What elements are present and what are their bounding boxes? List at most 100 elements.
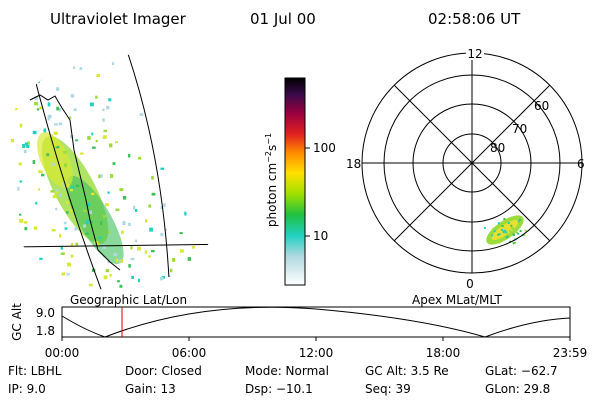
speckle [44,273,48,278]
colorbar-label: photon cm−2s−1 [264,133,279,227]
speckle [106,105,110,110]
polar-plot: 12 18 6 0 60 70 80 [346,46,585,291]
speckle [505,219,508,222]
speckle [160,232,164,237]
speckle [517,220,520,223]
speckle [119,188,124,192]
speckle [50,64,53,69]
speckle [63,150,67,154]
speckle [74,227,78,231]
speckle [122,195,127,200]
speckle [139,113,144,116]
x-tick-label: 06:00 [172,346,207,360]
speckle [79,67,83,70]
speckle [95,139,98,143]
speckle [501,228,504,231]
footer-field: Flt: LBHL [8,364,62,378]
speckle [130,257,135,261]
speckle [524,229,527,232]
speckle [45,66,48,69]
speckle [160,276,164,281]
footer-field: IP: 9.0 [8,382,46,396]
parallel [9,243,233,248]
speckle [32,160,36,164]
speckle [512,234,515,237]
speckle [33,226,38,230]
label-bg [466,46,484,60]
speckle [137,278,141,283]
speckle [144,250,148,254]
speckle [145,219,148,223]
footer-field: Gain: 13 [125,382,176,396]
speckle [519,229,522,232]
speckle [108,98,112,102]
speckle [63,163,68,168]
speckle [17,95,22,98]
speckle [497,233,500,236]
speckle [62,182,65,187]
speckle [88,283,93,287]
speckle [498,241,501,244]
speckle [109,143,113,148]
speckle [102,108,105,112]
speckle [56,277,60,281]
speckle [64,227,68,230]
caption: Apex MLat/MLT [412,293,502,307]
speckle [105,269,110,273]
speckle [514,241,517,244]
speckle [112,162,116,165]
speckle [80,152,84,155]
footer-field: Seq: 39 [365,382,411,396]
speckle [71,185,75,189]
speckle [59,193,62,197]
speckle [102,118,105,122]
speckle [66,201,70,204]
x-tick-label: 12:00 [299,346,334,360]
geo-image [9,54,233,290]
speckle [34,101,38,106]
speckle [111,62,115,65]
coastline [29,94,121,271]
speckle [75,139,78,142]
speckle [498,233,501,236]
speckle [27,141,30,145]
speckle [55,145,60,149]
speckle [92,146,96,149]
speckle [95,95,98,99]
speckle [150,249,155,253]
footer-field: GC Alt: 3.5 Re [365,364,449,378]
speckle [518,218,521,221]
speckle [134,239,138,243]
speckle [172,279,175,283]
speckle [58,122,63,126]
speckle [121,230,124,234]
speckle [113,252,118,257]
speckle [96,242,100,247]
speckle [89,210,92,214]
speckle [160,167,165,170]
speckle [98,174,101,179]
speckle [505,231,508,234]
speckle [506,235,509,238]
speckle [131,275,135,279]
speckle [100,221,103,225]
speckle [70,94,75,98]
speckle [59,108,62,112]
speckle [67,262,71,267]
speckle [39,257,43,260]
polar-emission [483,215,527,245]
speckle [109,273,112,277]
speckle [89,220,93,223]
date: 01 Jul 00 [250,10,316,28]
speckle [180,249,184,253]
footer-field: Door: Closed [125,364,202,378]
speckle [36,80,40,83]
speckle [102,245,107,250]
speckle [22,144,26,148]
speckle [130,245,133,250]
speckle [90,192,95,196]
speckle [119,259,124,263]
hour-label: 6 [577,157,585,171]
speckle [56,106,60,111]
